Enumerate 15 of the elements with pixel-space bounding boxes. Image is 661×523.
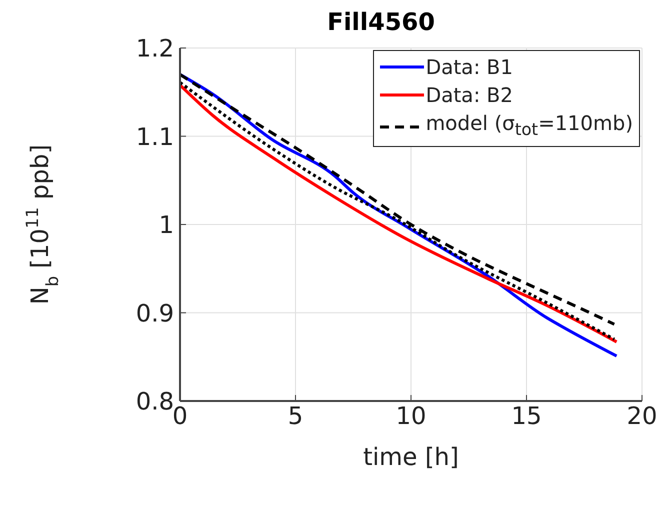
x-axis-title: time [h] — [363, 443, 459, 471]
chart-title: Fill4560 — [326, 8, 436, 36]
y-tick-label: 0.9 — [136, 299, 174, 328]
legend-label: model (σ$_{tot}$=110mb) — [426, 110, 633, 141]
y-tick-label: 1.1 — [136, 122, 174, 151]
x-tick-label: 5 — [288, 402, 304, 430]
y-tick-label: 0.8 — [136, 388, 174, 416]
x-tick-label: 10 — [396, 402, 426, 430]
x-tick-label: 20 — [626, 402, 658, 430]
x-tick-label: 0 — [172, 402, 188, 430]
y-tick-label: 1 — [158, 211, 174, 240]
legend-label: Data: B2 — [426, 82, 513, 109]
legend-label: Data: B1 — [426, 54, 513, 81]
x-tick-label: 15 — [511, 402, 542, 430]
y-tick-label: 1.2 — [136, 34, 174, 63]
